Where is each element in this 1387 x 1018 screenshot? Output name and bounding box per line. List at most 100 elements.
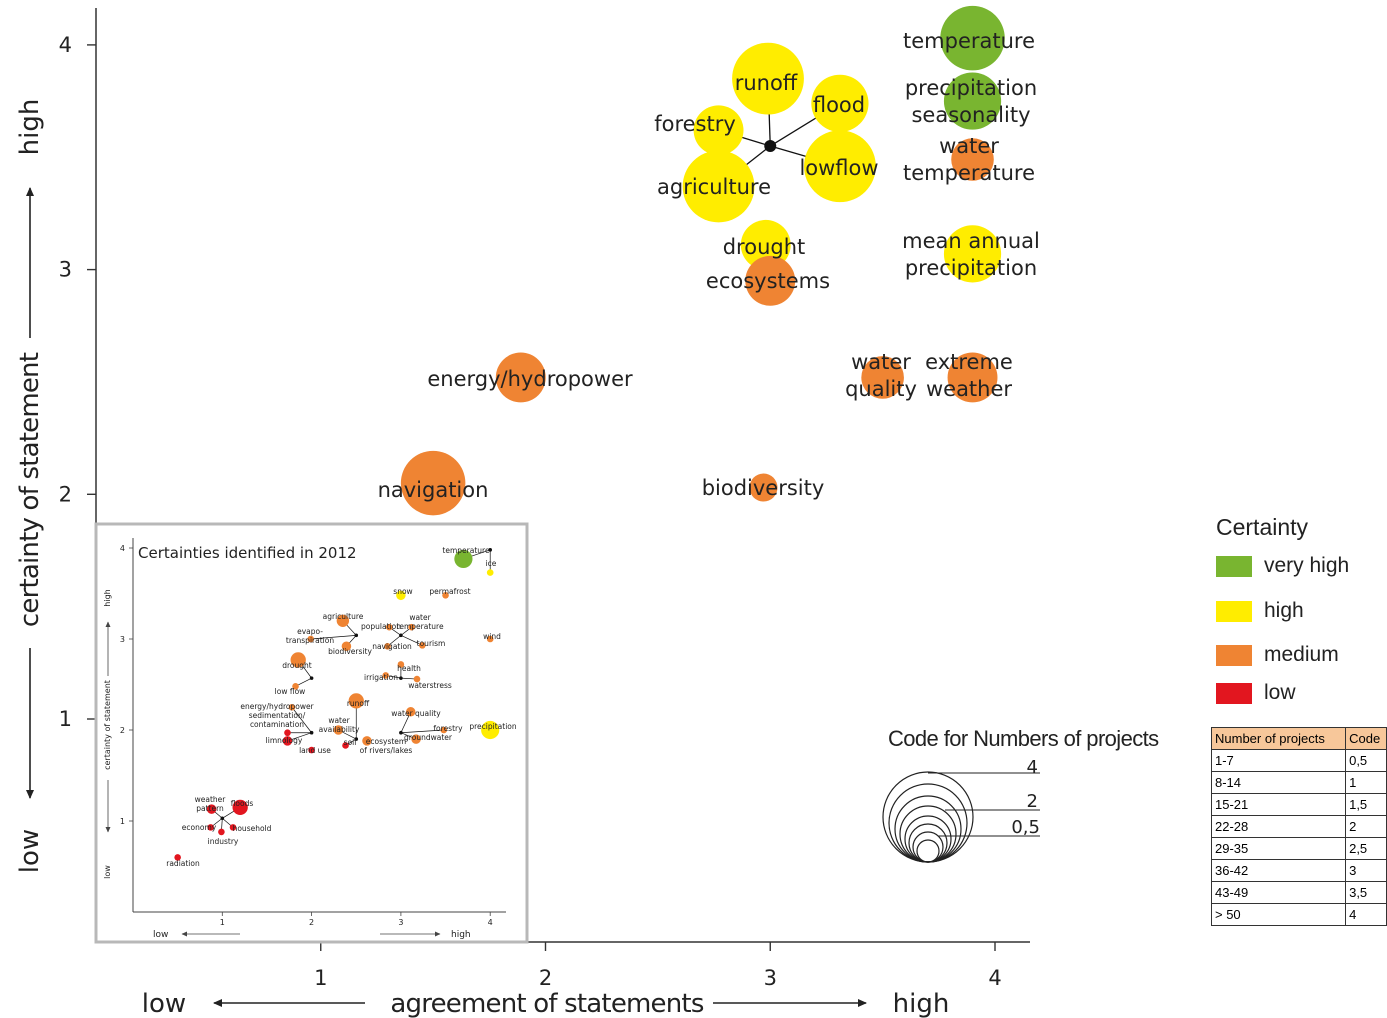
table-cell: 43-49 <box>1210 881 1347 904</box>
legend-swatch-low <box>1216 682 1252 704</box>
inset-bubble-ecosystem-of-rivers-lakes <box>362 736 372 746</box>
bubble-label-lowflow: lowflow <box>799 156 878 180</box>
bubble-label-water-quality: water <box>851 350 911 374</box>
inset-label-permafrost: permafrost <box>429 587 470 596</box>
bubble-ecosystems <box>745 255 796 306</box>
inset-bubble-industry <box>218 828 225 836</box>
size-code-title: Code for Numbers of projects <box>888 726 1159 751</box>
bubble-biodiversity <box>749 473 778 502</box>
table-row: 8-14 1 <box>1210 771 1387 794</box>
inset-bubble-land-use <box>282 736 293 746</box>
inset-label-runoff: runoff <box>347 699 370 708</box>
size-circle-2 <box>904 815 952 863</box>
table-row: 22-28 2 <box>1210 815 1387 838</box>
bubble-label-water-quality: quality <box>845 377 917 401</box>
inset-bubble-soil <box>308 746 315 754</box>
bubble-energy-hydropower <box>495 352 546 403</box>
inset-label-groundwater: groundwater <box>404 733 453 742</box>
inset-label-evapo-transpiration: transpiration <box>286 636 334 645</box>
inset-label-floods: floods <box>231 799 254 808</box>
y-axis-title: certainty of statement <box>15 352 45 627</box>
legend-item-high: high <box>1216 599 1304 623</box>
inset-connector-hub <box>309 730 314 735</box>
bubble-agriculture <box>682 150 755 223</box>
inset-label-snow: snow <box>393 587 412 596</box>
table-cell: 3 <box>1345 859 1387 882</box>
bubble-temperature <box>940 5 1005 71</box>
inset-bubble-radiation <box>174 854 181 861</box>
inset-label-biodiversity: biodiversity <box>328 647 372 656</box>
size-circle-2-5 <box>899 805 957 863</box>
size-code-header-projects: Number of projects <box>1210 727 1347 750</box>
bubble-label-mean-annual-precipitation: precipitation <box>905 256 1037 280</box>
inset-label-water-availability: water <box>328 716 350 725</box>
inset-label-wind: wind <box>483 632 501 641</box>
x-tick-label: 1 <box>314 966 327 990</box>
table-cell: 2,5 <box>1345 837 1387 860</box>
inset-y-high-label: high <box>103 589 112 606</box>
inset-label-household: household <box>233 824 272 833</box>
size-mark-0-5: 0,5 <box>1011 817 1040 838</box>
inset-y-title: certainty of statement <box>103 680 112 770</box>
table-row: 43-49 3,5 <box>1210 881 1387 904</box>
bubble-label-drought: drought <box>723 235 806 259</box>
x-tick-label: 3 <box>764 966 777 990</box>
y-axis-high-label: high <box>15 99 45 156</box>
y-tick-label: 2 <box>59 482 72 506</box>
bubble-label-biodiversity: biodiversity <box>702 476 825 500</box>
bubble-water-quality <box>861 356 904 399</box>
table-cell: 22-28 <box>1210 815 1347 838</box>
inset-x-tick-label: 4 <box>488 918 493 927</box>
inset-title: Certainties identified in 2012 <box>138 544 357 562</box>
size-mark-2: 2 <box>1027 791 1038 812</box>
inset-label-precipitation: precipitation <box>469 722 516 731</box>
x-axis-high-label: high <box>893 989 950 1018</box>
inset-connector-hub <box>354 633 359 638</box>
y-axis-low-label: low <box>15 829 45 873</box>
size-circle-4 <box>882 771 974 863</box>
inset-label-industry: industry <box>208 837 239 846</box>
inset-label-tourism: tourism <box>417 639 446 648</box>
inset-bubble-water-availability <box>333 725 344 735</box>
size-code-table: Number of projects Code 1-7 0,5 8-14 1 15-… <box>1210 727 1387 926</box>
inset-x-tick-label: 1 <box>220 918 225 927</box>
size-mark-4: 4 <box>1027 757 1038 778</box>
inset-label-ice: ice <box>486 559 497 568</box>
bubble-label-extreme-weather: weather <box>926 377 1012 401</box>
inset-label-health: health <box>397 664 421 673</box>
bubble-flood <box>811 74 869 132</box>
inset-label-water-temperature: water <box>409 613 431 622</box>
bubble-label-flood: flood <box>813 93 865 117</box>
inset-bubble-drought <box>290 652 306 668</box>
bubble-label-temperature: temperature <box>903 29 1035 53</box>
inset-bubble-low-flow <box>292 683 299 690</box>
x-axis-title: agreement of statements <box>390 989 703 1018</box>
inset-connector-hub <box>399 730 403 735</box>
bubble-label-extreme-weather: extreme <box>925 350 1013 374</box>
inset-connector-hub <box>220 816 225 821</box>
inset-bubble-runoff <box>348 693 364 709</box>
inset-bubble-snow <box>396 590 406 601</box>
inset-bubble-agriculture <box>336 614 350 627</box>
bubble-label-mean-annual-precipitation: mean annual <box>902 229 1040 253</box>
inset-label-energy-hydropower-sedimentation-contamination: energy/hydropower <box>240 702 314 711</box>
inset-label-weather-pattern: pattern <box>196 804 224 813</box>
size-code-header-code: Code <box>1345 727 1387 750</box>
inset-connector-line <box>310 635 357 640</box>
table-cell: 1 <box>1345 771 1387 794</box>
inset-label-population: population <box>361 622 401 631</box>
table-cell: 2 <box>1345 815 1387 838</box>
y-tick-label: 1 <box>59 707 72 731</box>
inset-x-tick-label: 2 <box>309 918 314 927</box>
inset-bubble-evapo-transpiration <box>307 635 315 643</box>
x-axis-low-label: low <box>142 989 186 1018</box>
legend-swatch-very-high <box>1216 555 1252 577</box>
inset-label-agriculture: agriculture <box>323 612 364 621</box>
legend-item-medium: medium <box>1216 643 1339 667</box>
inset-bubble-navigation <box>384 642 391 650</box>
inset-x-high-label: high <box>451 930 471 940</box>
inset-bubble-temperature <box>454 549 473 569</box>
inset-label-economy: economy <box>182 823 217 832</box>
bubble-label-water-temperature: water <box>939 134 999 158</box>
table-row: 15-21 1,5 <box>1210 793 1387 816</box>
